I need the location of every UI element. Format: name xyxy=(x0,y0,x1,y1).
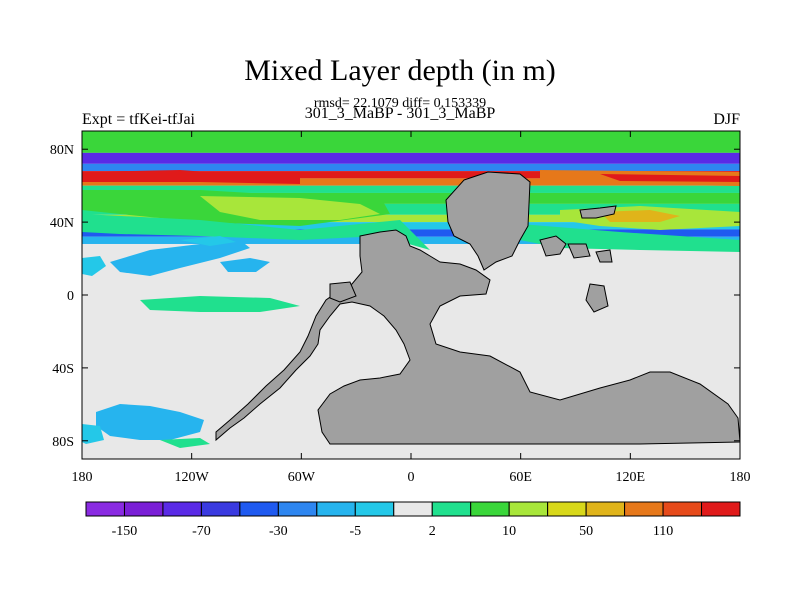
colorbar-bin-8 xyxy=(393,501,433,517)
field-patch-15 xyxy=(82,424,104,444)
colorbar-label-0: -150 xyxy=(112,524,138,539)
field-patch-16 xyxy=(160,438,210,448)
colorbar-bin-0 xyxy=(85,501,125,517)
land-mass-5 xyxy=(567,243,591,259)
field-band-4 xyxy=(82,178,740,186)
colorbar-bin-7 xyxy=(354,501,395,517)
colorbar-bin-11 xyxy=(508,501,549,517)
field-patch-5 xyxy=(82,214,430,250)
stats-line: rmsd= 22.1079 diff= 0.153339 xyxy=(313,96,487,111)
field-band-2 xyxy=(82,163,740,172)
land-mass-3 xyxy=(585,283,609,313)
map-field xyxy=(82,131,740,459)
y-tick-label-3: 40S xyxy=(52,362,74,377)
colorbar-label-4: 2 xyxy=(429,524,436,539)
colorbar-bin-16 xyxy=(701,501,741,517)
land-mass-0 xyxy=(445,171,531,271)
field-patch-4 xyxy=(200,196,380,220)
x-tick-label-2: 60W xyxy=(288,470,316,485)
y-tick-label-2: 0 xyxy=(67,289,74,304)
field-patch-0 xyxy=(82,170,300,184)
field-patch-2 xyxy=(600,174,740,182)
y-tick-label-4: 80S xyxy=(52,435,74,450)
x-tick-label-1: 120W xyxy=(175,470,210,485)
field-band-3 xyxy=(82,171,740,179)
y-tick-label-0: 80N xyxy=(50,143,74,158)
experiment-label: Expt = tfKei-tfJai xyxy=(82,111,195,128)
chart-title: Mixed Layer depth (in m) xyxy=(244,54,556,87)
colorbar-label-7: 110 xyxy=(653,524,673,539)
colorbar-bin-9 xyxy=(431,501,472,517)
field-patch-14 xyxy=(96,404,204,440)
colorbar-bin-2 xyxy=(162,501,202,517)
field-band-6 xyxy=(82,192,740,204)
colorbar-label-5: 10 xyxy=(502,524,516,539)
colorbar-bin-15 xyxy=(662,501,703,517)
season-label: DJF xyxy=(713,111,740,128)
y-tick-label-1: 40N xyxy=(50,216,74,231)
land-mass-6 xyxy=(595,249,613,263)
x-axis: 180 120W 60W 0 60E 120E 180 xyxy=(72,131,751,485)
colorbar-bin-10 xyxy=(470,501,510,517)
y-axis: 80N 40N 0 40S 80S xyxy=(50,143,740,450)
field-band-7 xyxy=(82,203,740,215)
land-mass-2 xyxy=(329,281,357,303)
colorbar-label-1: -70 xyxy=(192,524,211,539)
colorbar-bin-14 xyxy=(624,501,664,517)
field-band-5 xyxy=(82,185,740,193)
colorbar xyxy=(85,501,741,517)
x-tick-label-0: 180 xyxy=(72,470,93,485)
field-patch-13 xyxy=(180,236,236,246)
field-band-1 xyxy=(82,152,740,164)
colorbar-labels: -150 -70 -30 -5 2 10 50 110 xyxy=(112,524,674,539)
colorbar-bin-6 xyxy=(316,501,356,517)
x-tick-label-4: 60E xyxy=(509,470,532,485)
colorbar-bin-12 xyxy=(547,501,587,517)
colorbar-bin-4 xyxy=(239,501,279,517)
field-band-8 xyxy=(82,214,740,223)
field-patch-9 xyxy=(110,240,250,276)
land-mass-1 xyxy=(215,229,740,445)
field-band-0 xyxy=(82,131,740,153)
land-mass-4 xyxy=(539,235,567,257)
x-tick-label-6: 180 xyxy=(730,470,751,485)
field-patch-7 xyxy=(600,210,680,222)
colorbar-label-3: -5 xyxy=(349,524,361,539)
field-patch-10 xyxy=(220,258,270,272)
colorbar-bin-5 xyxy=(277,501,318,517)
colorbar-label-6: 50 xyxy=(579,524,593,539)
field-patch-12 xyxy=(140,296,300,312)
x-tick-label-3: 0 xyxy=(408,470,415,485)
field-patch-11 xyxy=(82,256,106,276)
land-mass-7 xyxy=(579,205,617,219)
colorbar-bin-3 xyxy=(200,501,241,517)
x-tick-label-5: 120E xyxy=(616,470,646,485)
field-band-9 xyxy=(82,222,740,230)
colorbar-label-2: -30 xyxy=(269,524,288,539)
colorbar-bin-1 xyxy=(123,501,164,517)
colorbar-bin-13 xyxy=(585,501,626,517)
chart-subtitle: 301_3_MaBP - 301_3_MaBP xyxy=(304,105,496,122)
